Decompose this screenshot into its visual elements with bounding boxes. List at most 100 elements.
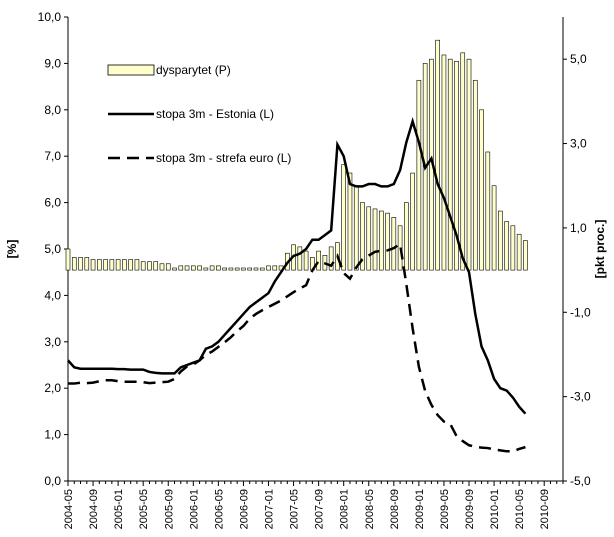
bar [109, 259, 115, 271]
bar [372, 208, 378, 271]
bar [241, 267, 246, 271]
y2-tick-label: -1,0 [570, 305, 591, 319]
bar [84, 257, 90, 271]
bar [466, 58, 472, 271]
bar [341, 164, 346, 271]
legend-swatch [107, 64, 155, 76]
bar [234, 267, 240, 271]
x-tick-label: 2006-09 [238, 489, 250, 529]
x-tick-label: 2009-01 [414, 489, 426, 529]
bar [165, 263, 171, 271]
bar [103, 259, 108, 271]
y2-tick-label: 3,0 [570, 137, 587, 151]
x-tick-label: 2006-01 [188, 489, 200, 529]
bar [197, 265, 202, 271]
y2-tick-label: 1,0 [570, 221, 587, 235]
bar [491, 185, 497, 271]
bar [216, 265, 221, 271]
x-tick-label: 2008-09 [389, 489, 401, 529]
y-tick-label: 10,0 [38, 10, 62, 24]
bar [378, 210, 384, 271]
bar [410, 172, 415, 271]
bar [172, 267, 177, 271]
bar [90, 259, 96, 271]
bar [454, 60, 459, 271]
bar [247, 267, 253, 271]
bar [222, 267, 227, 271]
bar [404, 202, 409, 271]
bar [328, 246, 334, 271]
legend-label: stopa 3m - Estonia (L) [156, 107, 274, 121]
x-tick-label: 2010-09 [539, 489, 551, 529]
bar [71, 257, 77, 271]
bar [134, 259, 140, 271]
y-tick-label: 1,0 [44, 428, 61, 442]
y-tick-label: 8,0 [44, 103, 61, 117]
bar [65, 248, 71, 271]
bar [140, 261, 146, 271]
x-tick-label: 2005-05 [138, 489, 150, 529]
bar [360, 202, 365, 271]
x-tick-label: 2005-01 [113, 489, 125, 529]
bar [178, 265, 184, 271]
bar [191, 265, 196, 271]
bar [203, 267, 209, 271]
bar [391, 217, 397, 271]
bar [97, 259, 102, 271]
y2-axis-title: [pkt proc.] [593, 220, 607, 279]
bar [366, 206, 372, 271]
bar [441, 54, 447, 271]
bar [435, 39, 440, 271]
x-tick-label: 2007-09 [314, 489, 326, 529]
bar [153, 261, 159, 271]
bar [115, 259, 121, 271]
bar [272, 265, 278, 271]
bar [385, 212, 390, 271]
x-tick-label: 2009-05 [439, 489, 451, 529]
bar [347, 172, 353, 271]
bar [184, 265, 190, 271]
y-tick-label: 5,0 [44, 242, 61, 256]
y2-tick-label: 5,0 [570, 52, 587, 66]
bar [485, 151, 491, 271]
y-tick-label: 2,0 [44, 381, 61, 395]
bar [228, 267, 234, 271]
x-tick-label: 2004-09 [88, 489, 100, 529]
y-tick-label: 6,0 [44, 196, 61, 210]
bar [447, 58, 453, 271]
bar [479, 109, 484, 271]
bar [460, 52, 466, 271]
x-tick-label: 2008-01 [339, 489, 351, 529]
line [68, 241, 526, 453]
y-tick-label: 7,0 [44, 149, 61, 163]
bar [266, 265, 271, 271]
y-axis-title: [%] [5, 240, 19, 259]
bar [159, 263, 165, 271]
bar [78, 257, 83, 271]
bar [297, 246, 303, 271]
bar [472, 79, 478, 271]
y2-tick-label: -5,0 [570, 474, 591, 488]
x-tick-label: 2006-05 [213, 489, 225, 529]
bar [128, 259, 133, 271]
bar [353, 185, 359, 271]
bar [147, 261, 152, 271]
bar [523, 240, 528, 271]
y-tick-label: 3,0 [44, 335, 61, 349]
x-tick-label: 2004-05 [63, 489, 75, 529]
bar [209, 265, 215, 271]
x-tick-label: 2010-01 [489, 489, 501, 529]
y-tick-label: 4,0 [44, 288, 61, 302]
x-tick-label: 2007-01 [264, 489, 276, 529]
legend-label: dysparytet (P) [156, 63, 231, 77]
legend-label: stopa 3m - strefa euro (L) [156, 151, 291, 165]
bar [303, 250, 309, 271]
bar [122, 259, 127, 271]
y-tick-label: 0,0 [44, 474, 61, 488]
bar [253, 267, 259, 271]
bar [504, 221, 509, 271]
line [67, 117, 527, 415]
bar [498, 210, 503, 271]
bar [516, 233, 522, 271]
